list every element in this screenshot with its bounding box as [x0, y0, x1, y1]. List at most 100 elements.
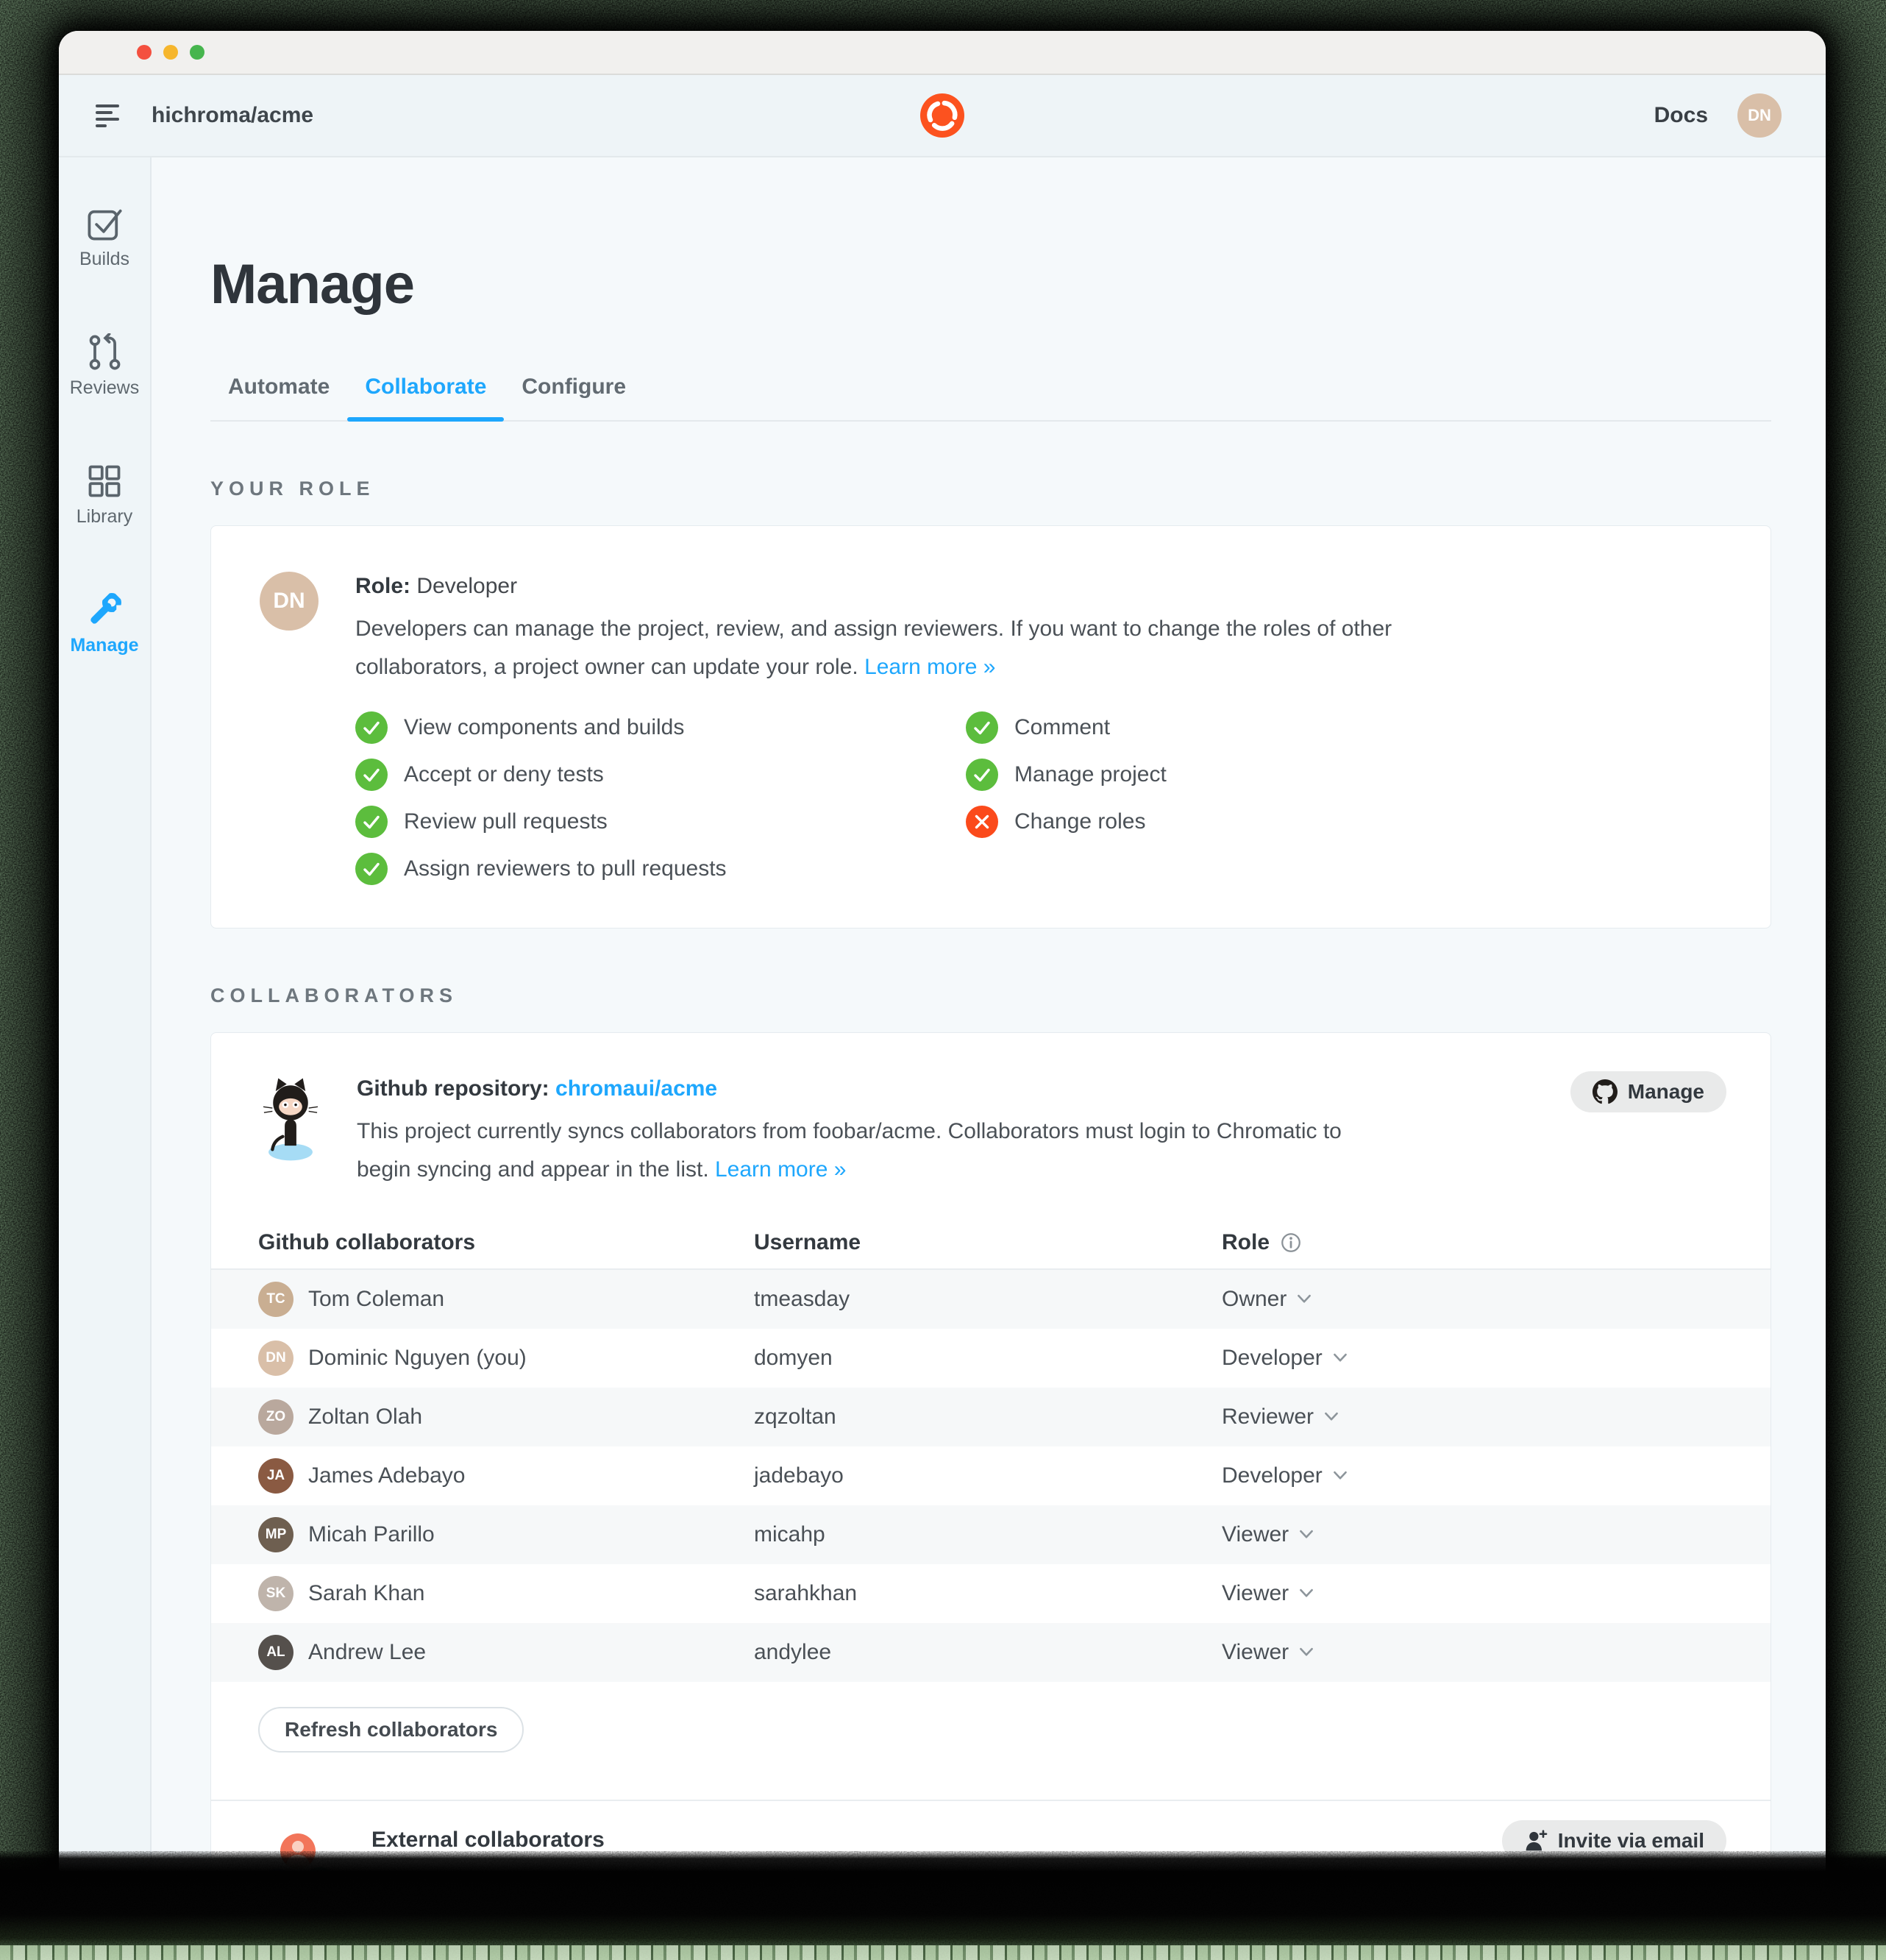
chromatic-logo-icon[interactable] [920, 93, 964, 138]
collaborator-username: domyen [754, 1345, 833, 1370]
chevron-down-icon [1333, 1471, 1347, 1480]
collaborator-name: James Adebayo [308, 1463, 466, 1488]
tab-bar: Automate Collaborate Configure [210, 374, 1771, 422]
permissions-list: View components and builds Accept or den… [355, 711, 1400, 885]
role-select[interactable]: Developer [1222, 1463, 1771, 1488]
user-avatar[interactable]: DN [1737, 93, 1782, 138]
app-window: hichroma/acme Docs DN [59, 31, 1826, 1913]
permission-item: Accept or deny tests [355, 758, 966, 791]
collaborator-name: Dominic Nguyen (you) [308, 1345, 527, 1370]
collaborator-avatar: MP [258, 1516, 293, 1552]
check-icon [355, 758, 388, 791]
role-select[interactable]: Viewer [1222, 1640, 1771, 1665]
learn-more-link[interactable]: Learn more » [715, 1157, 847, 1182]
role-line: Role: Developer [355, 572, 1400, 601]
docs-link[interactable]: Docs [1654, 103, 1708, 127]
collaborator-username: zqzoltan [754, 1404, 836, 1429]
main-content: Manage Automate Collaborate Configure YO… [152, 157, 1826, 1913]
role-value: Developer [416, 573, 518, 598]
library-grid-icon [88, 465, 121, 497]
chevron-down-icon [1300, 1530, 1314, 1538]
column-header-role: Role [1222, 1230, 1771, 1255]
your-role-section-label: YOUR ROLE [210, 477, 375, 500]
chevron-down-icon [1298, 1295, 1312, 1303]
table-row: TC Tom Coleman tmeasday Owner [211, 1269, 1771, 1329]
refresh-collaborators-button[interactable]: Refresh collaborators [258, 1706, 524, 1753]
collaborator-avatar: TC [258, 1281, 293, 1317]
maximize-window-button[interactable] [190, 45, 204, 60]
sidebar-item-builds[interactable]: Builds [79, 205, 129, 270]
column-header: Github collaborators [258, 1229, 476, 1254]
collaborator-avatar: AL [258, 1634, 293, 1670]
collaborator-username: andylee [754, 1639, 832, 1664]
app-header: hichroma/acme Docs DN [59, 75, 1826, 157]
sidebar-item-manage[interactable]: Manage [70, 591, 139, 656]
cross-icon [966, 805, 998, 838]
collaborator-avatar: DN [258, 1340, 293, 1376]
permission-item: Change roles [966, 805, 1167, 838]
collaborator-name: Andrew Lee [308, 1639, 427, 1664]
column-header: Username [754, 1229, 861, 1254]
role-label: Role: [355, 573, 410, 598]
table-row: ZO Zoltan Olah zqzoltan Reviewer [211, 1387, 1771, 1446]
permission-item: Assign reviewers to pull requests [355, 852, 966, 885]
collaborator-name: Zoltan Olah [308, 1404, 423, 1429]
sidebar-menu-icon[interactable] [96, 104, 125, 127]
external-collaborators-title: External collaborators [371, 1827, 605, 1852]
minimize-window-button[interactable] [163, 45, 178, 60]
collaborator-avatar: ZO [258, 1399, 293, 1435]
tab-automate[interactable]: Automate [228, 374, 330, 399]
close-window-button[interactable] [137, 45, 152, 60]
manage-wrench-icon [90, 593, 121, 624]
octocat-illustration [263, 1078, 319, 1161]
repo-link[interactable]: chromaui/acme [555, 1076, 718, 1101]
window-titlebar [59, 31, 1826, 75]
chevron-down-icon [1300, 1648, 1314, 1656]
section-divider [211, 1799, 1771, 1801]
chevron-down-icon [1333, 1354, 1347, 1362]
role-select[interactable]: Viewer [1222, 1522, 1771, 1547]
github-manage-button[interactable]: Manage [1570, 1070, 1726, 1112]
role-select[interactable]: Viewer [1222, 1581, 1771, 1606]
sidebar-item-reviews[interactable]: Reviews [70, 333, 139, 399]
tab-configure[interactable]: Configure [522, 374, 627, 399]
pull-request-icon [89, 333, 121, 370]
permission-item: View components and builds [355, 711, 966, 744]
collaborator-username: micahp [754, 1522, 825, 1547]
table-row: JA James Adebayo jadebayo Developer [211, 1446, 1771, 1505]
chevron-down-icon [1325, 1413, 1338, 1421]
person-plus-icon [1526, 1830, 1548, 1851]
tab-collaborate[interactable]: Collaborate [347, 374, 505, 422]
info-icon[interactable] [1280, 1232, 1302, 1254]
your-role-card: DN Role: Developer Developers can manage… [210, 525, 1771, 928]
noise-border-edge [0, 1945, 1886, 1960]
github-repo-section: Github repository: chromaui/acme This pr… [211, 1033, 1771, 1217]
check-icon [355, 711, 388, 744]
role-select[interactable]: Reviewer [1222, 1405, 1771, 1430]
collaborator-name: Micah Parillo [308, 1522, 435, 1547]
builds-checkbox-icon [88, 209, 122, 241]
repo-label: Github repository: [357, 1076, 549, 1101]
collaborators-card: Github repository: chromaui/acme This pr… [210, 1032, 1771, 1913]
sidebar-item-library[interactable]: Library [76, 462, 132, 528]
permission-item: Review pull requests [355, 805, 966, 838]
sidebar-nav: Builds Reviews [59, 157, 152, 1913]
table-row: SK Sarah Khan sarahkhan Viewer [211, 1564, 1771, 1623]
repo-line: Github repository: chromaui/acme [357, 1074, 1357, 1104]
noise-border-bottom [0, 1851, 1886, 1960]
collaborator-username: jadebayo [754, 1463, 844, 1488]
github-icon [1592, 1079, 1618, 1104]
page-title: Manage [210, 252, 415, 316]
table-row: AL Andrew Lee andylee Viewer [211, 1622, 1771, 1682]
check-icon [966, 758, 998, 791]
project-breadcrumb[interactable]: hichroma/acme [152, 103, 314, 127]
permission-item: Manage project [966, 758, 1167, 791]
learn-more-link[interactable]: Learn more » [864, 654, 996, 679]
role-select[interactable]: Owner [1222, 1287, 1771, 1312]
permission-item: Comment [966, 711, 1167, 744]
role-select[interactable]: Developer [1222, 1346, 1771, 1371]
collaborator-avatar: SK [258, 1575, 293, 1611]
collaborators-table: Github collaborators Username Role TC Tom… [211, 1216, 1771, 1682]
collaborator-username: tmeasday [754, 1286, 850, 1311]
